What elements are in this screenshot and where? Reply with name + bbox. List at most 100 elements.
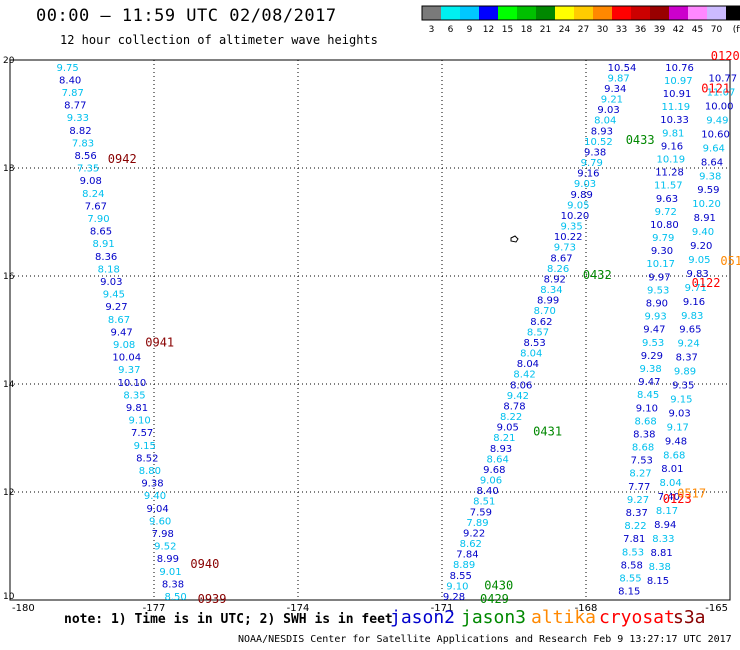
wave-height-value: 8.58: [621, 560, 643, 571]
wave-height-value: 10.76: [665, 63, 694, 74]
wave-height-value: 8.36: [95, 252, 117, 263]
wave-height-value: 8.55: [619, 574, 641, 585]
wave-height-value: 9.75: [56, 63, 78, 74]
wave-height-value: 8.21: [493, 433, 515, 444]
wave-height-value: 9.47: [110, 327, 132, 338]
wave-height-value: 8.56: [74, 151, 96, 162]
wave-height-value: 7.59: [470, 507, 492, 518]
pass-time-label: 0430: [484, 579, 513, 593]
wave-height-value: 9.79: [581, 158, 603, 169]
wave-height-value: 8.34: [540, 285, 562, 296]
wave-height-value: 8.62: [460, 539, 482, 550]
wave-height-value: 8.38: [649, 562, 671, 573]
wave-height-value: 9.63: [656, 194, 678, 205]
wave-height-value: 9.03: [668, 408, 690, 419]
latitude-tick-label: 14: [3, 380, 15, 390]
wave-height-value: 9.28: [443, 592, 465, 603]
wave-height-value: 8.81: [650, 548, 672, 559]
latitude-tick-label: 18: [3, 164, 15, 174]
wave-height-value: 9.29: [641, 351, 663, 362]
wave-height-value: 9.10: [446, 581, 468, 592]
longitude-tick-label: -171: [431, 603, 454, 614]
wave-height-value: 7.35: [77, 164, 99, 175]
wave-height-value: 9.24: [677, 339, 699, 350]
wave-height-value: 7.83: [72, 138, 94, 149]
wave-height-value: 9.17: [667, 422, 689, 433]
wave-height-value: 9.79: [652, 233, 674, 244]
wave-height-value: 9.22: [463, 528, 485, 539]
wave-height-value: 10.19: [656, 154, 685, 165]
wave-height-value: 10.22: [554, 232, 583, 243]
wave-height-value: 9.08: [80, 176, 102, 187]
colorbar-label: 18: [521, 25, 533, 35]
wave-height-value: 8.04: [517, 359, 539, 370]
wave-height-value: 8.67: [108, 315, 130, 326]
wave-height-value: 9.05: [688, 255, 710, 266]
wave-height-value: 9.83: [681, 311, 703, 322]
wave-height-value: 9.35: [560, 222, 582, 233]
wave-height-value: 9.05: [497, 423, 519, 434]
wave-height-value: 9.04: [146, 504, 168, 515]
wave-height-value: 9.38: [639, 364, 661, 375]
track-jason3-east: 10.77 11.07 10.00 9.49 10.60 9.64 8.64 9.38 9.59…: [647, 74, 737, 587]
wave-height-value: 8.78: [503, 401, 525, 412]
wave-height-value: 9.03: [597, 105, 619, 116]
wave-height-value: 8.68: [634, 416, 656, 427]
wave-height-value: 8.26: [547, 264, 569, 275]
wave-height-value: 8.77: [64, 101, 86, 112]
wave-height-value: 8.92: [544, 274, 566, 285]
wave-height-value: 9.45: [103, 290, 125, 301]
colorbar-label: 70: [711, 25, 723, 35]
colorbar-swatch: [536, 6, 555, 20]
wave-height-value: 8.57: [527, 327, 549, 338]
credit-line: NOAA/NESDIS Center for Satellite Applica…: [238, 634, 732, 645]
wave-height-value: 10.91: [663, 89, 692, 100]
colorbar-border: [421, 5, 740, 21]
wave-height-value: 9.16: [577, 169, 599, 180]
longitude-tick-label: -165: [705, 603, 728, 614]
colorbar-label: 42: [673, 25, 684, 35]
chart-title: 00:00 – 11:59 UTC 02/08/2017: [36, 6, 337, 26]
wave-height-value: 7.67: [85, 201, 107, 212]
wave-height-value: 8.15: [618, 587, 640, 598]
wave-height-value: 8.04: [520, 349, 542, 360]
island-outline: [510, 235, 519, 243]
wave-height-value: 9.03: [574, 179, 596, 190]
pass-time-label: 0941: [145, 336, 174, 350]
wave-height-value: 8.82: [69, 126, 91, 137]
wave-height-value: 7.98: [152, 529, 174, 540]
pass-time-label: 0939: [198, 592, 227, 606]
colorbar-swatch: [574, 6, 593, 20]
wave-height-value: 7.77: [628, 482, 650, 493]
wave-height-value: 7.87: [62, 88, 84, 99]
wave-height-value: 8.53: [622, 547, 644, 558]
wave-height-value: 9.06: [480, 476, 502, 487]
wave-height-value: 8.24: [82, 189, 104, 200]
latitude-tick-label: 20: [3, 56, 15, 66]
wave-height-value: 8.37: [676, 353, 698, 364]
colorbar-label: 39: [654, 25, 666, 35]
wave-height-value: 8.51: [473, 497, 495, 508]
wave-height-value: 10.80: [650, 220, 679, 231]
colorbar-label: 3: [429, 25, 435, 35]
wave-height-value: 8.91: [92, 239, 114, 250]
wave-height-value: 9.83: [686, 269, 708, 280]
wave-height-value: 9.68: [483, 465, 505, 476]
colorbar-label: 21: [540, 25, 551, 35]
wave-height-value: 8.42: [513, 370, 535, 381]
colorbar-label: 36: [635, 25, 647, 35]
wave-height-value: 8.45: [637, 390, 659, 401]
wave-height-value: 9.34: [604, 84, 626, 95]
wave-height-value: 8.37: [626, 508, 648, 519]
wave-height-value: 8.35: [123, 390, 145, 401]
wave-height-value: 8.65: [90, 227, 112, 238]
wave-height-value: 9.08: [113, 340, 135, 351]
pass-time-label: 0942: [108, 152, 137, 166]
wave-height-value: 8.68: [632, 443, 654, 454]
pass-time-label: 0120: [711, 49, 740, 63]
wave-height-value: 9.48: [665, 436, 687, 447]
wave-height-value: 10.17: [646, 259, 675, 270]
wave-height-value: 9.71: [685, 283, 707, 294]
pass-time-label: 0123: [663, 492, 692, 506]
